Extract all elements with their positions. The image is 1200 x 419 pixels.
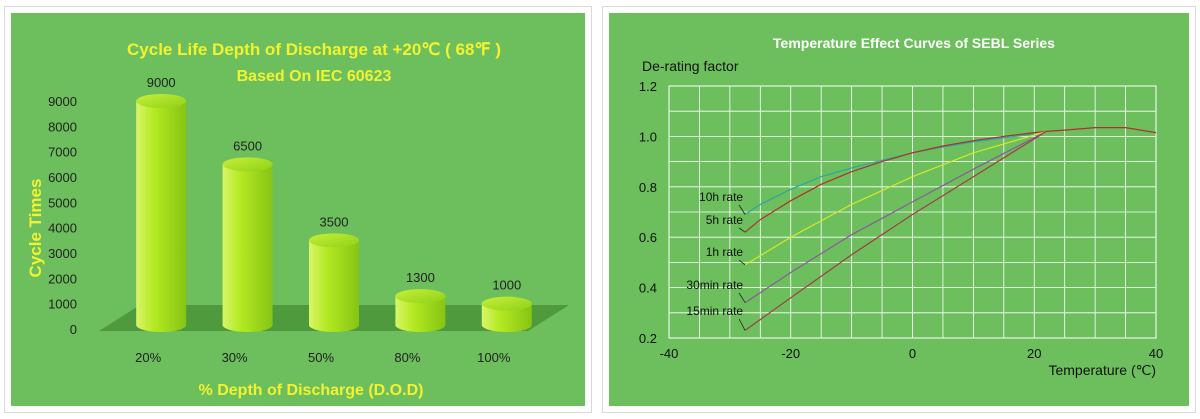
bar-top [395,289,446,304]
y-tick-label: 0 [70,322,77,337]
y-tick-label: 2000 [48,271,77,286]
x-tick-label: 20 [1027,346,1041,361]
x-tick-label: 0 [909,346,916,361]
y-tick-label: 5000 [48,195,77,210]
bar-value-label: 9000 [147,75,176,90]
series-label: 10h rate [699,190,743,204]
bar-20pct [136,101,187,332]
y-tick-label: 4000 [48,221,77,236]
bar-value-label: 3500 [320,214,349,229]
cycle-life-chart-area: Cycle Life Depth of Discharge at +20℃ ( … [11,13,585,406]
temperature-line-chart: Temperature Effect Curves of SEBL Series… [639,35,1163,378]
x-tick-label: 80% [394,350,420,365]
bar-top [309,233,359,248]
x-tick-label: 100% [477,350,511,365]
x-tick-label: 50% [308,350,334,365]
series-line-10h-rate [744,133,1035,215]
series-line-1h-rate [744,130,1047,266]
y-tick-label: 0.6 [639,230,657,245]
x-tick-label: 40 [1149,346,1163,361]
y-tick-label: 0.2 [639,331,657,346]
line-chart-xlabel: Temperature (℃) [1048,362,1156,378]
series-label: 15min rate [686,304,743,318]
y-tick-label: 3000 [48,246,77,261]
x-tick-label: -20 [781,346,800,361]
series-label-leader [738,227,746,233]
series-label-leader [738,318,746,331]
x-tick-label: 20% [135,350,161,365]
line-chart-ylabel: De-rating factor [642,58,739,74]
bar-chart-title: Cycle Life Depth of Discharge at +20℃ ( … [127,40,501,59]
series-label-leader [738,259,746,266]
y-tick-label: 0.8 [639,180,657,195]
y-tick-label: 6000 [48,170,77,185]
series-line-15min-rate [744,130,1047,331]
y-tick-label: 8000 [48,119,77,134]
series-line-5h-rate [744,127,1157,233]
bar-top [481,296,532,311]
bar-value-label: 1300 [406,270,435,285]
y-tick-label: 7000 [48,145,77,160]
bar-top [222,157,273,172]
bar-chart-ylabel: Cycle Times [26,179,45,278]
y-tick-label: 1.0 [639,129,657,144]
y-tick-label: 0.4 [639,281,657,296]
bar-100pct [481,303,532,332]
temperature-chart-area: Temperature Effect Curves of SEBL Series… [609,13,1189,406]
cycle-life-bar-chart: Cycle Life Depth of Discharge at +20℃ ( … [26,40,569,399]
bar-30pct [222,164,273,332]
bar-value-label: 6500 [233,138,262,153]
y-tick-label: 1000 [48,297,77,312]
bar-chart-subtitle: Based On IEC 60623 [237,68,392,85]
line-chart-title: Temperature Effect Curves of SEBL Series [773,35,1055,51]
bar-top [136,94,187,108]
series-label: 1h rate [706,245,744,259]
bar-80pct [395,296,446,332]
series-label: 5h rate [706,213,744,227]
series-line-30min-rate [744,130,1047,304]
y-tick-label: 9000 [48,94,77,109]
series-label-leader [738,292,746,303]
series-label: 30min rate [686,278,743,292]
bar-50pct [309,240,359,332]
y-tick-label: 1.2 [639,79,657,94]
x-tick-label: 30% [222,350,248,365]
bar-value-label: 1000 [492,278,521,293]
x-tick-label: -40 [660,346,679,361]
bar-chart-xlabel: % Depth of Discharge (D.O.D) [199,382,424,399]
cycle-life-panel: Cycle Life Depth of Discharge at +20℃ ( … [4,6,592,413]
temperature-panel: Temperature Effect Curves of SEBL Series… [602,6,1196,413]
series-label-leader [738,204,746,215]
